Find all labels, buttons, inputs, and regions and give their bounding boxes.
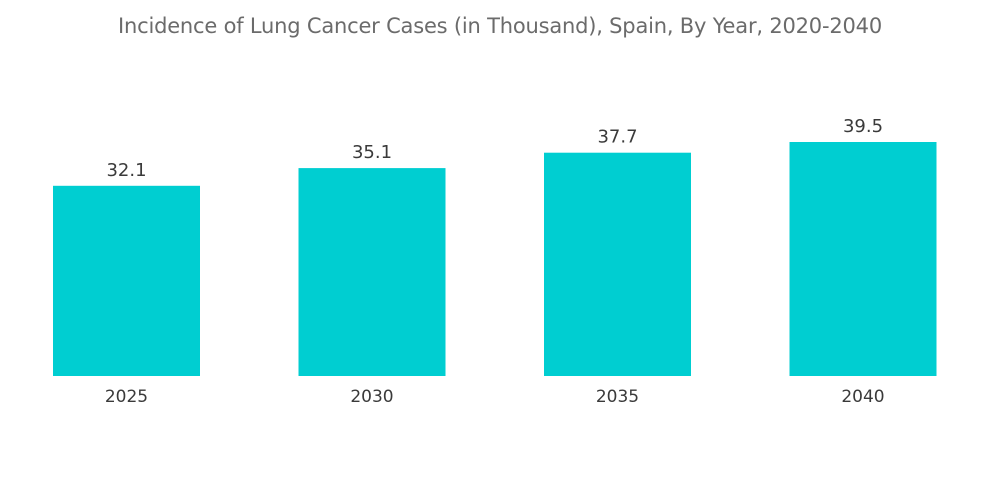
bar-2025 [53, 185, 200, 376]
chart-title: Incidence of Lung Cancer Cases (in Thous… [118, 14, 882, 38]
bar-2040 [789, 142, 937, 376]
x-tick-label-2030: 2030 [350, 387, 393, 407]
bars-group [53, 142, 937, 376]
x-tick-labels-group: 2025 2030 2035 2040 [105, 387, 885, 407]
value-labels-group: 32.1 35.1 37.7 39.5 [106, 116, 883, 181]
data-label-2025: 32.1 [106, 160, 146, 181]
x-tick-label-2035: 2035 [596, 387, 639, 407]
bar-2030 [298, 168, 446, 376]
bar-2035 [544, 152, 691, 376]
x-tick-label-2040: 2040 [841, 387, 884, 407]
data-label-2040: 39.5 [843, 116, 883, 137]
data-label-2035: 37.7 [597, 127, 637, 148]
data-label-2030: 35.1 [352, 142, 392, 163]
x-tick-label-2025: 2025 [105, 387, 148, 407]
